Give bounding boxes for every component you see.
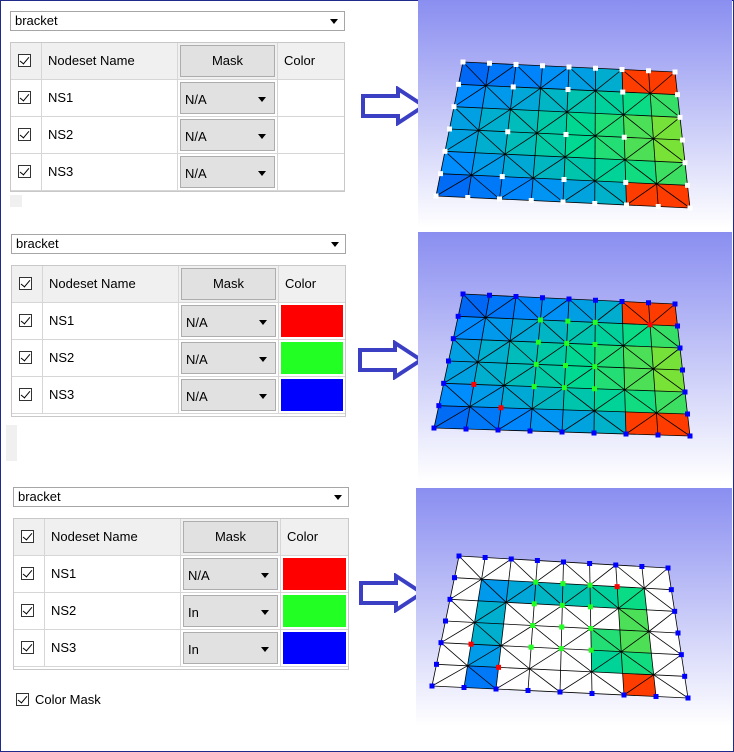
color-swatch-blue[interactable] [283,632,346,664]
model-dropdown-3[interactable]: bracket [13,487,349,507]
color-swatch-green[interactable] [281,342,343,374]
mask-header-button[interactable]: Mask [181,268,276,300]
color-swatch-red[interactable] [281,305,343,337]
color-header: Color [285,276,317,291]
table-row: NS1 N/A [12,303,345,340]
color-swatch-green[interactable] [283,595,346,627]
color-cell[interactable] [278,117,344,153]
table-row: NS2 N/A [11,117,344,154]
color-header: Color [284,53,316,68]
nodeset-name: NS1 [48,90,74,105]
right-arrow-icon [358,340,425,380]
nodeset-name: NS1 [49,313,75,328]
color-header: Color [287,529,319,544]
mesh-viewport-2[interactable] [418,232,732,482]
model-dropdown-label: bracket [16,236,59,251]
nodeset-table-3: Nodeset Name Mask Color NS1 N/A NS2 In N… [13,518,349,670]
mask-header-button[interactable]: Mask [180,45,275,77]
scrollbar-stub [10,195,22,207]
dropdown-caret-icon [258,97,266,102]
table-header-row: Nodeset Name Mask Color [12,266,345,303]
mask-select[interactable]: In [183,595,278,627]
right-arrow-icon [359,573,426,613]
row-checkbox[interactable] [21,567,34,580]
mask-select[interactable]: N/A [181,305,276,337]
row-checkbox[interactable] [21,604,34,617]
nodeset-name: NS3 [51,640,77,655]
row-checkbox[interactable] [21,641,34,654]
nodeset-table-1: Nodeset Name Mask Color NS1 N/A NS2 N/A … [10,42,345,192]
color-cell[interactable] [278,80,344,116]
mask-select[interactable]: In [183,632,278,664]
table-row: NS1 N/A [14,556,348,593]
row-checkbox[interactable] [18,91,31,104]
nodeset-name-header: Nodeset Name [49,276,136,291]
model-dropdown-1[interactable]: bracket [10,11,345,31]
dropdown-caret-icon [330,19,338,24]
row-checkbox[interactable] [19,351,32,364]
nodeset-table-2: Nodeset Name Mask Color NS1 N/A NS2 N/A … [11,265,346,417]
dropdown-caret-icon [259,357,267,362]
mesh-viewport-1[interactable] [418,0,732,228]
table-row: NS2 In [14,593,348,630]
table-row: NS3 N/A [11,154,344,191]
dropdown-caret-icon [261,647,269,652]
model-dropdown-label: bracket [15,13,58,28]
checkbox-icon[interactable] [16,693,29,706]
dropdown-caret-icon [258,134,266,139]
nodeset-name: NS2 [48,127,74,142]
dropdown-caret-icon [334,495,342,500]
nodeset-name: NS3 [48,164,74,179]
table-header-row: Nodeset Name Mask Color [14,519,348,556]
color-swatch-red[interactable] [283,558,346,590]
select-all-checkbox[interactable] [18,54,31,67]
table-row: NS3 N/A [12,377,345,414]
model-dropdown-2[interactable]: bracket [11,234,346,254]
dropdown-caret-icon [261,610,269,615]
dropdown-caret-icon [331,242,339,247]
nodeset-name: NS3 [49,387,75,402]
table-header-row: Nodeset Name Mask Color [11,43,344,80]
color-cell[interactable] [278,154,344,190]
nodeset-name-header: Nodeset Name [48,53,135,68]
select-all-checkbox[interactable] [21,530,34,543]
mask-select[interactable]: N/A [180,119,275,151]
nodeset-name-header: Nodeset Name [51,529,138,544]
row-checkbox[interactable] [18,128,31,141]
mask-select[interactable]: N/A [180,82,275,114]
color-mask-label: Color Mask [35,692,101,707]
table-row: NS2 N/A [12,340,345,377]
row-checkbox[interactable] [18,165,31,178]
dropdown-caret-icon [261,573,269,578]
model-dropdown-label: bracket [18,489,61,504]
mask-select[interactable]: N/A [180,156,275,188]
scrollbar-stub [6,425,17,461]
nodeset-name: NS1 [51,566,77,581]
mask-header-button[interactable]: Mask [183,521,278,553]
mask-select[interactable]: N/A [183,558,278,590]
dropdown-caret-icon [259,394,267,399]
dropdown-caret-icon [259,320,267,325]
dropdown-caret-icon [258,171,266,176]
row-checkbox[interactable] [19,388,32,401]
nodeset-name: NS2 [49,350,75,365]
mesh-viewport-3[interactable] [416,488,732,726]
mask-select[interactable]: N/A [181,379,276,411]
color-swatch-blue[interactable] [281,379,343,411]
mask-select[interactable]: N/A [181,342,276,374]
right-arrow-icon [361,86,428,126]
table-row: NS1 N/A [11,80,344,117]
row-checkbox[interactable] [19,314,32,327]
table-row: NS3 In [14,630,348,667]
nodeset-name: NS2 [51,603,77,618]
select-all-checkbox[interactable] [19,277,32,290]
